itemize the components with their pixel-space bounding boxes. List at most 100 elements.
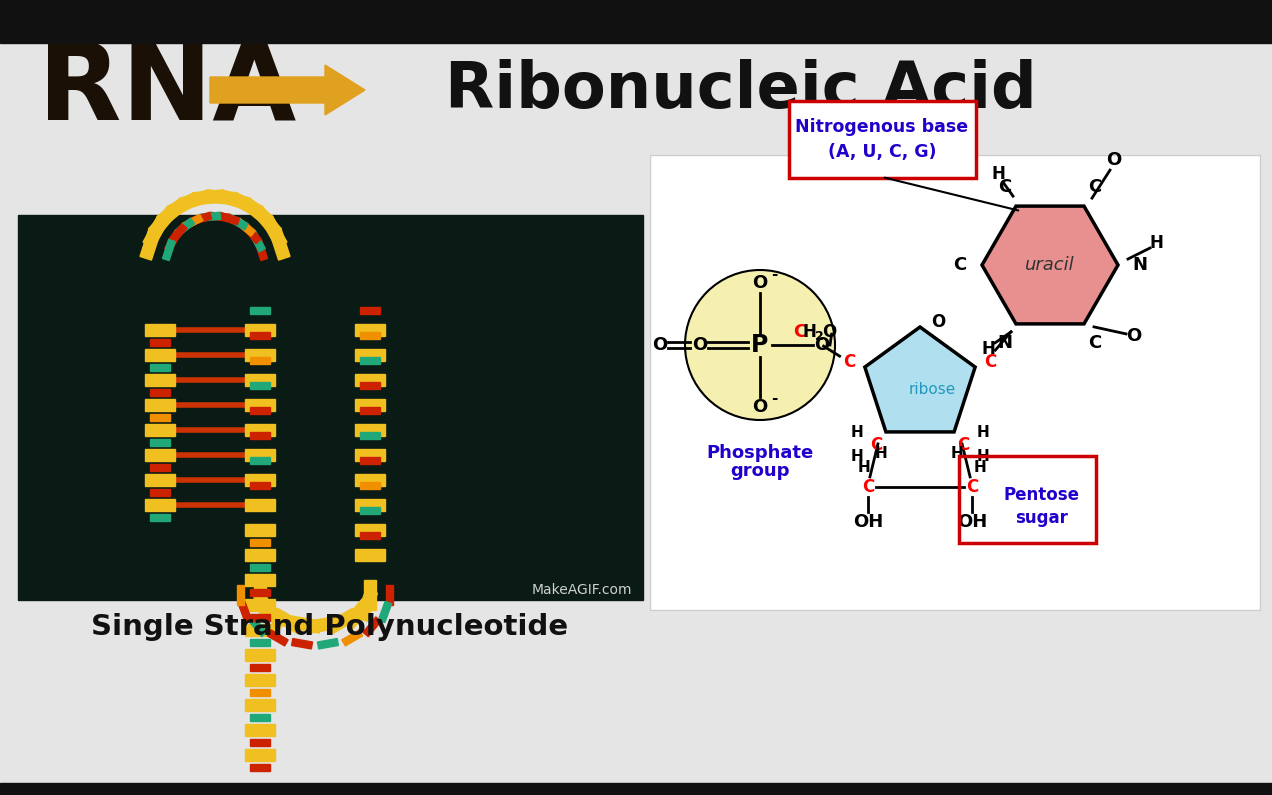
Polygon shape	[179, 190, 211, 210]
Polygon shape	[150, 339, 170, 346]
Polygon shape	[243, 224, 261, 243]
Polygon shape	[363, 617, 382, 637]
Text: OH: OH	[852, 513, 883, 531]
Text: O: O	[653, 336, 668, 354]
Text: O: O	[1127, 327, 1142, 345]
Polygon shape	[191, 212, 211, 225]
Polygon shape	[360, 307, 380, 314]
Polygon shape	[150, 464, 170, 471]
Polygon shape	[360, 532, 380, 539]
Polygon shape	[270, 228, 290, 260]
Polygon shape	[245, 549, 275, 561]
Text: C: C	[958, 436, 969, 454]
Polygon shape	[150, 389, 170, 396]
Polygon shape	[355, 474, 385, 486]
Text: Single Strand Polynucleotide: Single Strand Polynucleotide	[92, 613, 569, 641]
Polygon shape	[982, 206, 1118, 324]
Polygon shape	[245, 649, 275, 661]
Polygon shape	[235, 218, 256, 236]
Polygon shape	[251, 639, 270, 646]
Polygon shape	[290, 616, 322, 633]
Polygon shape	[164, 231, 181, 252]
Polygon shape	[245, 474, 275, 486]
Polygon shape	[360, 407, 380, 414]
Text: sugar: sugar	[1015, 509, 1067, 527]
Polygon shape	[360, 507, 380, 514]
Polygon shape	[251, 589, 270, 596]
Polygon shape	[355, 449, 385, 461]
Polygon shape	[355, 399, 385, 411]
Polygon shape	[245, 424, 275, 436]
Bar	[0, 783, 1272, 795]
Text: H: H	[974, 460, 987, 475]
Polygon shape	[182, 215, 204, 230]
Polygon shape	[145, 449, 176, 461]
Text: H: H	[857, 460, 870, 475]
Polygon shape	[206, 190, 237, 205]
Text: C: C	[1089, 334, 1102, 352]
Text: Pentose: Pentose	[1004, 487, 1079, 504]
Polygon shape	[145, 349, 176, 361]
Polygon shape	[360, 357, 380, 364]
Text: -: -	[771, 267, 777, 282]
Text: (A, U, C, G): (A, U, C, G)	[828, 143, 936, 161]
Polygon shape	[145, 374, 176, 386]
Polygon shape	[360, 482, 380, 489]
Polygon shape	[245, 724, 275, 736]
Bar	[0, 0, 1272, 43]
Text: OH: OH	[957, 513, 987, 531]
Polygon shape	[251, 357, 270, 364]
Text: H: H	[850, 425, 862, 440]
Text: C: C	[843, 353, 856, 371]
Polygon shape	[360, 457, 380, 464]
Text: H: H	[981, 340, 995, 358]
Polygon shape	[149, 206, 177, 236]
Text: N: N	[997, 334, 1013, 352]
Bar	[650, 155, 1261, 610]
Text: H: H	[850, 449, 862, 464]
Text: H: H	[950, 447, 963, 461]
Text: H: H	[1149, 234, 1163, 252]
Polygon shape	[156, 198, 188, 226]
Polygon shape	[230, 192, 263, 217]
Polygon shape	[253, 206, 281, 236]
Polygon shape	[251, 332, 270, 339]
Polygon shape	[378, 601, 392, 622]
Polygon shape	[174, 218, 195, 236]
Text: O: O	[692, 336, 707, 354]
Polygon shape	[228, 215, 248, 230]
Polygon shape	[251, 457, 270, 464]
Polygon shape	[242, 198, 273, 226]
Polygon shape	[360, 382, 380, 389]
Text: O: O	[752, 274, 767, 292]
Polygon shape	[267, 630, 289, 646]
Text: N: N	[1132, 256, 1147, 274]
Polygon shape	[245, 674, 275, 686]
Polygon shape	[355, 499, 385, 511]
Text: group: group	[730, 462, 790, 480]
Text: H: H	[977, 449, 990, 464]
Polygon shape	[251, 539, 270, 546]
Polygon shape	[355, 374, 385, 386]
Polygon shape	[200, 212, 220, 221]
Text: C: C	[965, 478, 978, 496]
Text: uracil: uracil	[1025, 256, 1075, 274]
Text: P: P	[752, 333, 768, 357]
Polygon shape	[355, 349, 385, 361]
Polygon shape	[251, 482, 270, 489]
Polygon shape	[145, 499, 176, 511]
Polygon shape	[251, 614, 270, 621]
Polygon shape	[251, 307, 270, 314]
Polygon shape	[245, 749, 275, 761]
Text: 2: 2	[815, 330, 824, 343]
Polygon shape	[150, 514, 170, 521]
Polygon shape	[254, 580, 266, 610]
Polygon shape	[253, 589, 273, 622]
Polygon shape	[245, 574, 275, 586]
Polygon shape	[210, 212, 230, 221]
Polygon shape	[251, 564, 270, 571]
Polygon shape	[169, 224, 187, 243]
Polygon shape	[355, 324, 385, 336]
Polygon shape	[343, 599, 371, 630]
Polygon shape	[251, 714, 270, 721]
